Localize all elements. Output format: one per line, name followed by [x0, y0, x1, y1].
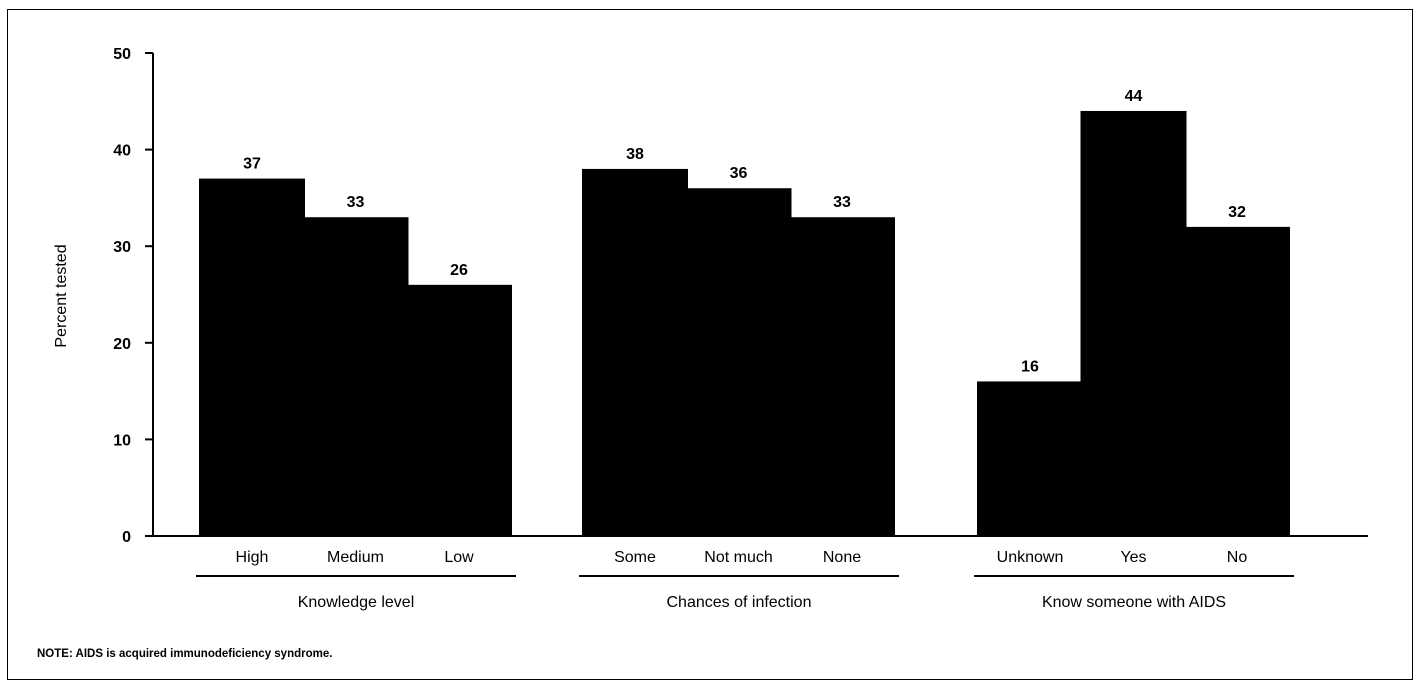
bar-value-label: 36: [730, 165, 748, 182]
category-label: None: [823, 549, 861, 566]
category-groups: Knowledge level Chances of infection Know …: [196, 575, 1294, 611]
bar: [582, 168, 688, 537]
bar: [199, 178, 305, 536]
category-label: Medium: [327, 549, 384, 566]
bar: [1184, 226, 1290, 536]
bar-value-label: 44: [1125, 88, 1143, 105]
group-label: Know someone with AIDS: [1042, 594, 1226, 611]
bar: [685, 188, 792, 537]
bar: [977, 381, 1083, 536]
category-label: High: [236, 549, 269, 566]
bar-value-label: 16: [1021, 358, 1039, 375]
category-label: Low: [444, 549, 474, 566]
bar-value-label: 33: [347, 194, 365, 211]
category-label: Some: [614, 549, 656, 566]
y-axis-label: Percent tested: [53, 244, 70, 347]
y-tick-label: 0: [122, 529, 131, 546]
bar: [789, 217, 895, 536]
y-tick-label: 10: [113, 432, 131, 449]
category-label: No: [1227, 549, 1248, 566]
group-label: Knowledge level: [298, 594, 415, 611]
bar: [406, 284, 512, 536]
y-tick-label: 20: [113, 336, 131, 353]
bar-value-label: 26: [450, 262, 468, 279]
bar-value-label: 33: [833, 194, 851, 211]
bar: [1080, 110, 1187, 537]
category-label: Not much: [704, 549, 772, 566]
bars: 37 High 33 Medium 26 Low 38 Some 36 Not much 33 Non…: [199, 88, 1290, 566]
category-label: Unknown: [997, 549, 1064, 566]
bar-value-label: 37: [243, 156, 261, 173]
group-label: Chances of infection: [667, 594, 812, 611]
category-label: Yes: [1120, 549, 1146, 566]
chart-note: NOTE: AIDS is acquired immunodeficiency …: [37, 648, 332, 660]
bar-value-label: 38: [626, 146, 644, 163]
y-tick-label: 50: [113, 46, 131, 63]
y-tick-label: 30: [113, 239, 131, 256]
bar: [302, 217, 409, 536]
bar-value-label: 32: [1228, 204, 1246, 221]
y-tick-label: 40: [113, 143, 131, 160]
